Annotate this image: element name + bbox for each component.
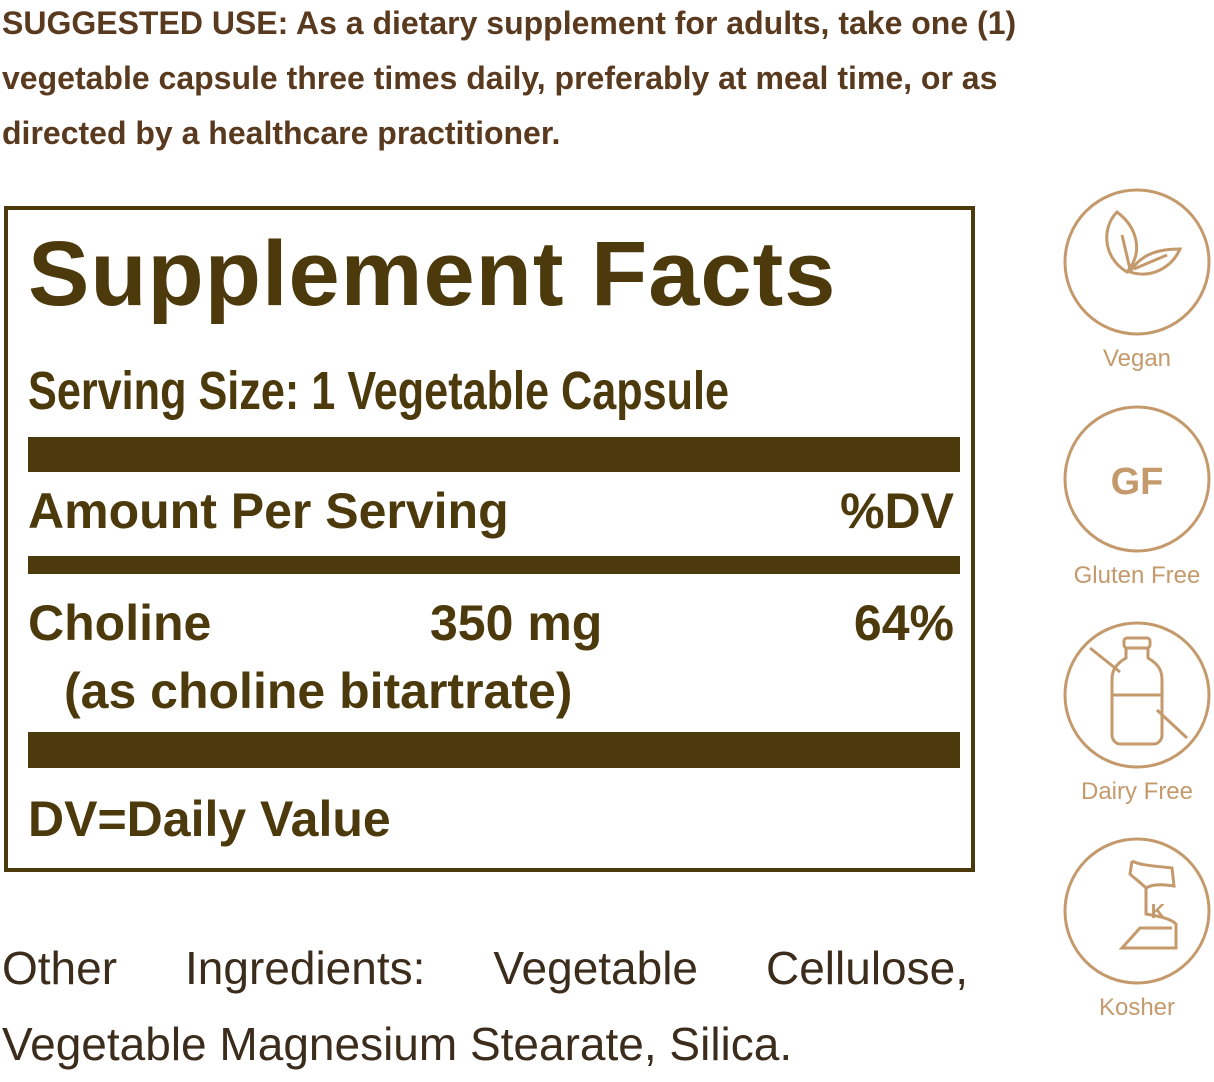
badge-label: Vegan — [1102, 345, 1172, 372]
svg-text:K: K — [1151, 901, 1166, 923]
no-milk-bottle-icon — [1063, 621, 1211, 769]
badge-label: Kosher — [1098, 994, 1176, 1021]
suggested-use: SUGGESTED USE: As a dietary supplement f… — [2, 5, 1017, 151]
supplement-facts-panel: Supplement Facts Serving Size: 1 Vegetab… — [4, 206, 975, 872]
nutrient-dv: 64% — [853, 595, 954, 651]
divider-bar — [28, 556, 960, 574]
badge-vegan: Vegan — [1062, 187, 1212, 373]
header-row: Amount Per Serving %DV — [28, 482, 954, 540]
divider-bar — [28, 437, 960, 472]
nutrient-source: (as choline bitartrate) — [64, 663, 573, 719]
kosher-k-icon: K — [1063, 837, 1211, 985]
serving-size: Serving Size: 1 Vegetable Capsule — [28, 361, 730, 421]
badge-kosher: K Kosher — [1062, 836, 1212, 1022]
badge-gluten-free: GF Gluten Free — [1062, 404, 1212, 590]
gf-icon: GF — [1063, 405, 1211, 553]
nutrient-row: Choline 350 mg 64% — [28, 594, 954, 652]
footnote: DV=Daily Value — [28, 791, 391, 847]
badge-label: Dairy Free — [1080, 778, 1194, 805]
nutrient-name: Choline — [28, 595, 212, 651]
nutrient-amount: 350 mg — [430, 595, 603, 651]
dv-header: %DV — [840, 483, 954, 539]
badge-dairy-free: Dairy Free — [1062, 620, 1212, 806]
svg-text:GF: GF — [1111, 461, 1164, 503]
facts-title: Supplement Facts — [28, 223, 837, 325]
other-ingredients: Other Ingredients: Vegetable Cellulose, … — [2, 942, 968, 1070]
divider-bar — [28, 732, 960, 768]
amount-header: Amount Per Serving — [28, 483, 509, 539]
badge-label: Gluten Free — [1073, 562, 1201, 589]
leaf-icon — [1063, 188, 1211, 336]
